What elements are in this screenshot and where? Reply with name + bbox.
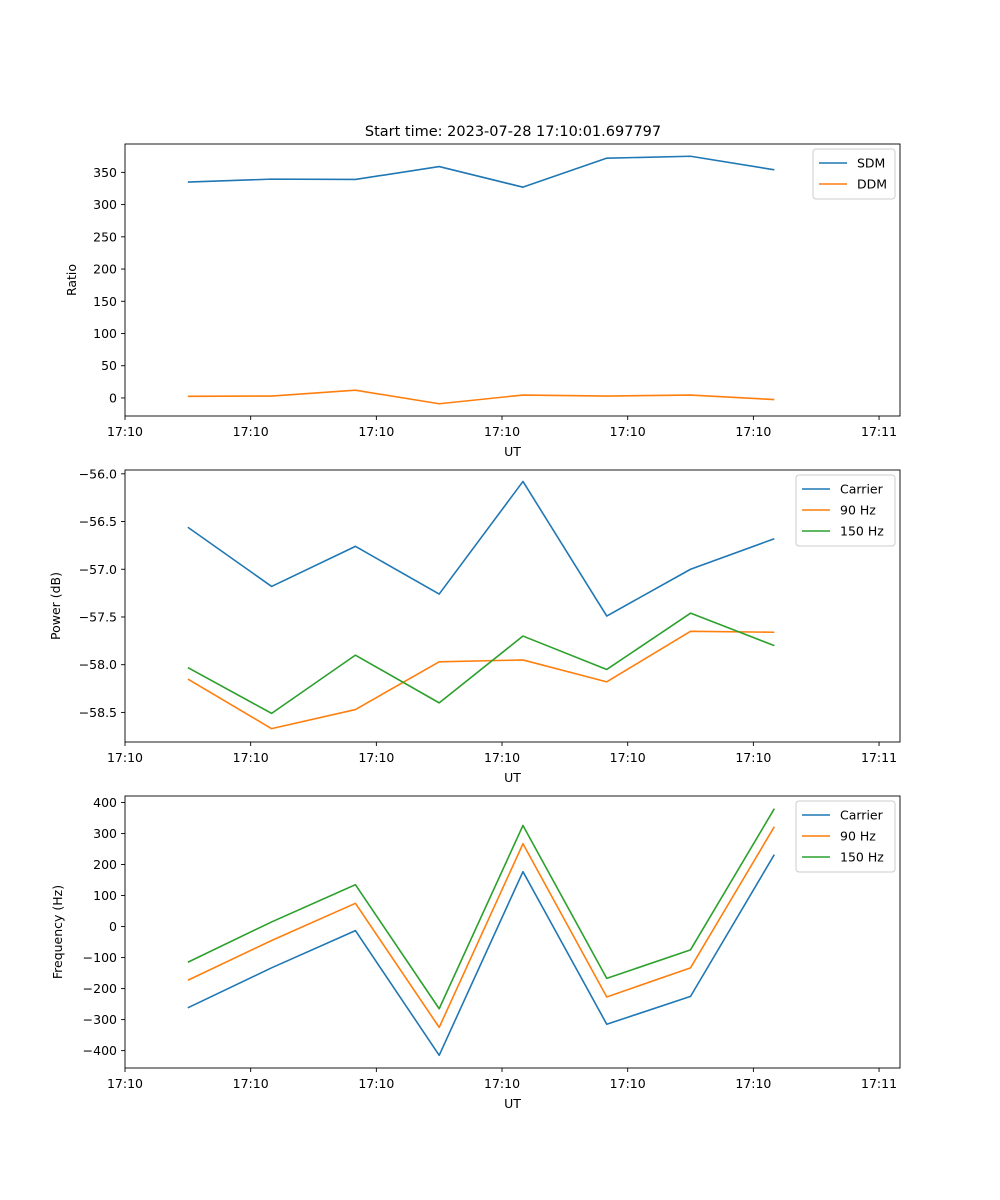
frequency-x-tick-label: 17:10	[610, 1076, 646, 1091]
power-x-tick-label: 17:10	[484, 750, 520, 765]
frequency-x-tick-label: 17:10	[358, 1076, 394, 1091]
power-x-tick-label: 17:10	[610, 750, 646, 765]
frequency-legend: Carrier 90 Hz 150 Hz	[795, 800, 896, 873]
frequency-series-150-hz-line	[187, 808, 776, 1010]
ratio-x-tick-label: 17:10	[233, 424, 269, 439]
frequency-series-carrier-line	[187, 854, 776, 1057]
power-legend-label-carrier: Carrier	[840, 482, 884, 497]
frequency-legend-label-90-hz: 90 Hz	[840, 829, 876, 844]
power-x-tick-label: 17:10	[107, 750, 143, 765]
frequency-y-axis-label: Frequency (Hz)	[50, 885, 65, 979]
power-legend: Carrier 90 Hz 150 Hz	[795, 474, 896, 547]
power-x-tick-label: 17:11	[861, 750, 897, 765]
ratio-x-tick-label: 17:10	[610, 424, 646, 439]
ratio-x-tick-label: 17:10	[107, 424, 143, 439]
power-series-90-hz-line	[187, 630, 775, 730]
frequency-axes-frame	[124, 795, 901, 1069]
ratio-legend: SDM DDM	[812, 148, 896, 200]
frequency-x-tick-label: 17:10	[233, 1076, 269, 1091]
ratio-x-tick-label: 17:10	[484, 424, 520, 439]
frequency-y-tick-label: −100	[83, 950, 117, 965]
ratio-legend-label-ddm: DDM	[857, 177, 887, 192]
frequency-y-tick-label: −300	[83, 1012, 117, 1027]
frequency-y-tick-label: 400	[93, 795, 117, 810]
ratio-y-tick-label: 50	[101, 358, 117, 373]
frequency-legend-label-carrier: Carrier	[840, 808, 884, 823]
ratio-x-axis-label: UT	[504, 444, 521, 459]
ratio-legend-box	[812, 148, 896, 200]
ratio-series-sdm-line	[187, 155, 775, 188]
power-y-tick-label: −58.5	[79, 705, 117, 720]
power-y-axis-label: Power (dB)	[48, 572, 63, 640]
ratio-y-tick-label: 0	[109, 390, 117, 405]
frequency-legend-label-150-hz: 150 Hz	[840, 850, 884, 865]
power-axes-frame	[124, 469, 901, 743]
power-y-tick-label: −57.0	[79, 562, 117, 577]
frequency-y-tick-label: 0	[109, 919, 117, 934]
frequency-x-tick-label: 17:10	[107, 1076, 143, 1091]
power-panel: 17:10 17:10 17:10 17:10 17:10 17:10 17:11 −58.5…	[48, 466, 901, 785]
frequency-y-tick-label: −400	[83, 1043, 117, 1058]
frequency-x-tick-label: 17:10	[484, 1076, 520, 1091]
ratio-x-tick-label: 17:10	[735, 424, 771, 439]
ratio-series-ddm-line	[187, 389, 775, 405]
ratio-y-tick-label: 300	[93, 197, 117, 212]
power-y-tick-label: −58.0	[79, 657, 117, 672]
ratio-y-tick-label: 150	[93, 294, 117, 309]
ratio-y-tick-label: 350	[93, 165, 117, 180]
ratio-x-tick-label: 17:11	[861, 424, 897, 439]
ratio-y-axis-label: Ratio	[64, 264, 79, 296]
frequency-y-tick-label: 100	[93, 888, 117, 903]
ratio-y-tick-label: 200	[93, 262, 117, 277]
power-legend-label-90-hz: 90 Hz	[840, 503, 876, 518]
ratio-y-tick-label: 250	[93, 229, 117, 244]
ratio-panel: 17:10 17:10 17:10 17:10 17:10 17:10 17:11 0 50 10…	[64, 143, 901, 459]
ratio-y-tick-label: 100	[93, 326, 117, 341]
power-legend-box	[795, 474, 896, 547]
power-x-tick-label: 17:10	[735, 750, 771, 765]
frequency-series-90-hz-line	[187, 826, 776, 1029]
ratio-legend-label-sdm: SDM	[857, 156, 885, 171]
power-series-carrier-line	[187, 480, 775, 617]
power-x-axis-label: UT	[504, 770, 521, 785]
power-series-150-hz-line	[187, 612, 775, 715]
frequency-y-tick-label: 300	[93, 826, 117, 841]
frequency-panel: 17:10 17:10 17:10 17:10 17:10 17:10 17:11 −400 −…	[50, 795, 901, 1111]
frequency-x-tick-label: 17:11	[861, 1076, 897, 1091]
frequency-y-tick-label: 200	[93, 857, 117, 872]
ratio-x-tick-label: 17:10	[358, 424, 394, 439]
power-y-tick-label: −56.0	[79, 466, 117, 481]
frequency-y-tick-label: −200	[83, 981, 117, 996]
frequency-x-axis-label: UT	[504, 1096, 521, 1111]
power-x-tick-label: 17:10	[358, 750, 394, 765]
power-x-tick-label: 17:10	[233, 750, 269, 765]
power-y-tick-label: −57.5	[79, 609, 117, 624]
frequency-x-tick-label: 17:10	[735, 1076, 771, 1091]
ratio-axes-frame	[124, 143, 901, 417]
power-legend-label-150-hz: 150 Hz	[840, 524, 884, 539]
power-y-tick-label: −56.5	[79, 514, 117, 529]
figure-title: Start time: 2023-07-28 17:10:01.697797	[365, 124, 661, 140]
frequency-legend-box	[795, 800, 896, 873]
